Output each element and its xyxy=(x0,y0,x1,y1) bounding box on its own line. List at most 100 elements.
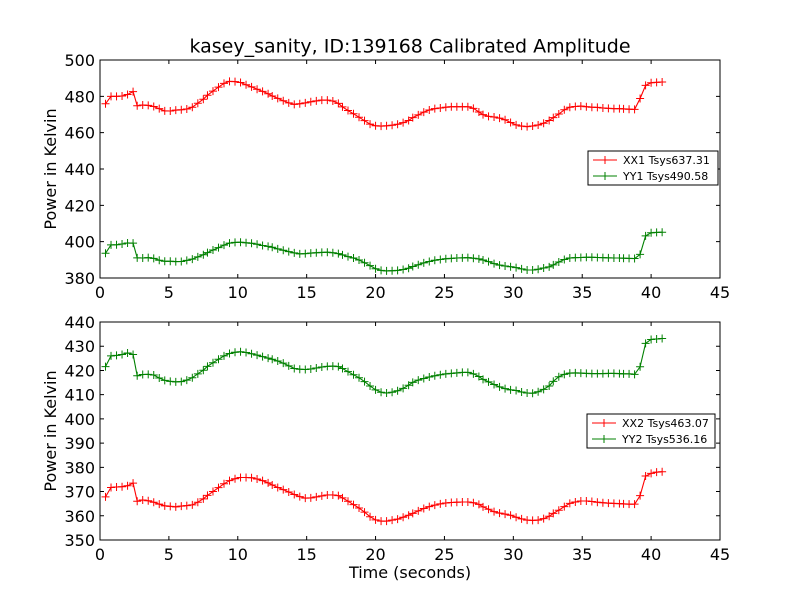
top-data-point xyxy=(593,103,602,112)
bottom-data-point xyxy=(469,498,478,507)
bottom-legend-label: XX2 Tsys463.07 xyxy=(622,417,709,430)
top-data-point xyxy=(393,266,402,275)
top-data-point xyxy=(203,248,212,257)
top-data-point xyxy=(273,244,282,253)
bottom-data-point xyxy=(517,388,526,397)
bottom-data-point xyxy=(199,494,208,503)
top-data-point xyxy=(323,248,332,257)
bottom-x-axis-label: Time (seconds) xyxy=(348,563,471,582)
bottom-data-point xyxy=(144,496,153,505)
top-data-point xyxy=(236,78,245,87)
top-data-point xyxy=(177,105,186,114)
top-y-tick-label: 440 xyxy=(64,160,95,179)
top-data-point xyxy=(155,256,164,265)
bottom-data-point xyxy=(658,334,667,343)
bottom-data-point xyxy=(371,385,380,394)
bottom-data-point xyxy=(112,351,121,360)
bottom-data-point xyxy=(425,502,434,511)
bottom-data-point xyxy=(295,492,304,501)
bottom-data-point xyxy=(182,501,191,510)
bottom-data-point xyxy=(214,355,223,364)
bottom-data-point xyxy=(231,474,240,483)
top-data-point xyxy=(242,238,251,247)
bottom-y-tick-label: 440 xyxy=(64,313,95,332)
top-data-point xyxy=(129,87,138,96)
top-data-point xyxy=(199,250,208,259)
top-data-point xyxy=(101,99,110,108)
top-data-point xyxy=(636,250,645,259)
bottom-data-point xyxy=(549,377,558,386)
bottom-data-point xyxy=(279,485,288,494)
bottom-data-point xyxy=(193,369,202,378)
bottom-data-point xyxy=(284,488,293,497)
top-data-point xyxy=(382,121,391,130)
top-data-point xyxy=(193,252,202,261)
bottom-data-point xyxy=(123,349,132,358)
bottom-data-point xyxy=(155,500,164,509)
bottom-y-tick-label: 370 xyxy=(64,483,95,502)
bottom-data-point xyxy=(284,361,293,370)
top-data-point xyxy=(545,116,554,125)
top-data-point xyxy=(399,118,408,127)
top-data-point xyxy=(323,96,332,105)
bottom-chart-plot: 0 5 10 15 20 25 30 35 40 45 350 360 370 380 390 400 410 4… xyxy=(41,313,730,582)
bottom-data-point xyxy=(641,472,650,481)
top-x-tick-label: 15 xyxy=(296,283,316,302)
top-data-point xyxy=(284,247,293,256)
top-data-point xyxy=(501,262,510,271)
bottom-data-point xyxy=(355,504,364,513)
bottom-data-point xyxy=(399,384,408,393)
bottom-data-point xyxy=(118,482,127,491)
bottom-data-point xyxy=(419,504,428,513)
bottom-data-point xyxy=(349,370,358,379)
top-data-point xyxy=(182,105,191,114)
bottom-data-point xyxy=(545,381,554,390)
bottom-data-point xyxy=(355,373,364,382)
bottom-data-point xyxy=(528,389,537,398)
top-data-point xyxy=(582,102,591,111)
top-data-point xyxy=(349,109,358,118)
top-data-point xyxy=(641,81,650,90)
top-data-point xyxy=(253,85,262,94)
bottom-data-point xyxy=(404,381,413,390)
top-data-point xyxy=(144,101,153,110)
bottom-x-tick-label: 35 xyxy=(572,545,592,564)
bottom-data-point xyxy=(247,349,256,358)
bottom-data-point xyxy=(636,491,645,500)
bottom-data-point xyxy=(641,339,650,348)
top-x-tick-label: 20 xyxy=(365,283,385,302)
bottom-data-point xyxy=(360,377,369,386)
bottom-data-point xyxy=(344,367,352,376)
top-legend: XX1 Tsys637.31 YY1 Tsys490.58 xyxy=(587,150,719,186)
top-data-point xyxy=(565,103,574,112)
bottom-data-point xyxy=(171,502,180,511)
bottom-data-point xyxy=(129,479,138,488)
bottom-data-point xyxy=(279,359,288,368)
top-data-point xyxy=(430,104,439,113)
top-data-point xyxy=(290,100,299,109)
top-data-point xyxy=(253,240,262,249)
top-data-point xyxy=(463,253,472,262)
bottom-data-point xyxy=(512,513,521,522)
bottom-data-point xyxy=(554,372,563,381)
bottom-legend-label: YY2 Tsys536.16 xyxy=(621,433,707,446)
bottom-y-tick-label: 400 xyxy=(64,410,95,429)
bottom-data-point xyxy=(129,350,138,359)
top-data-point xyxy=(512,263,521,272)
top-y-tick-label: 480 xyxy=(64,87,95,106)
bottom-y-tick-label: 410 xyxy=(64,386,95,405)
top-data-point xyxy=(419,258,428,267)
top-x-tick-label: 45 xyxy=(710,283,730,302)
bottom-data-point xyxy=(539,514,548,523)
bottom-data-point xyxy=(203,491,212,500)
top-data-point xyxy=(220,241,228,250)
bottom-data-point xyxy=(549,509,558,518)
bottom-data-point xyxy=(414,376,423,385)
bottom-data-point xyxy=(490,507,499,516)
top-data-point xyxy=(549,260,558,269)
top-y-tick-label: 420 xyxy=(64,196,95,215)
bottom-data-point xyxy=(317,491,326,500)
bottom-data-point xyxy=(630,370,639,379)
top-data-point xyxy=(334,249,343,258)
top-x-tick-label: 30 xyxy=(503,283,523,302)
